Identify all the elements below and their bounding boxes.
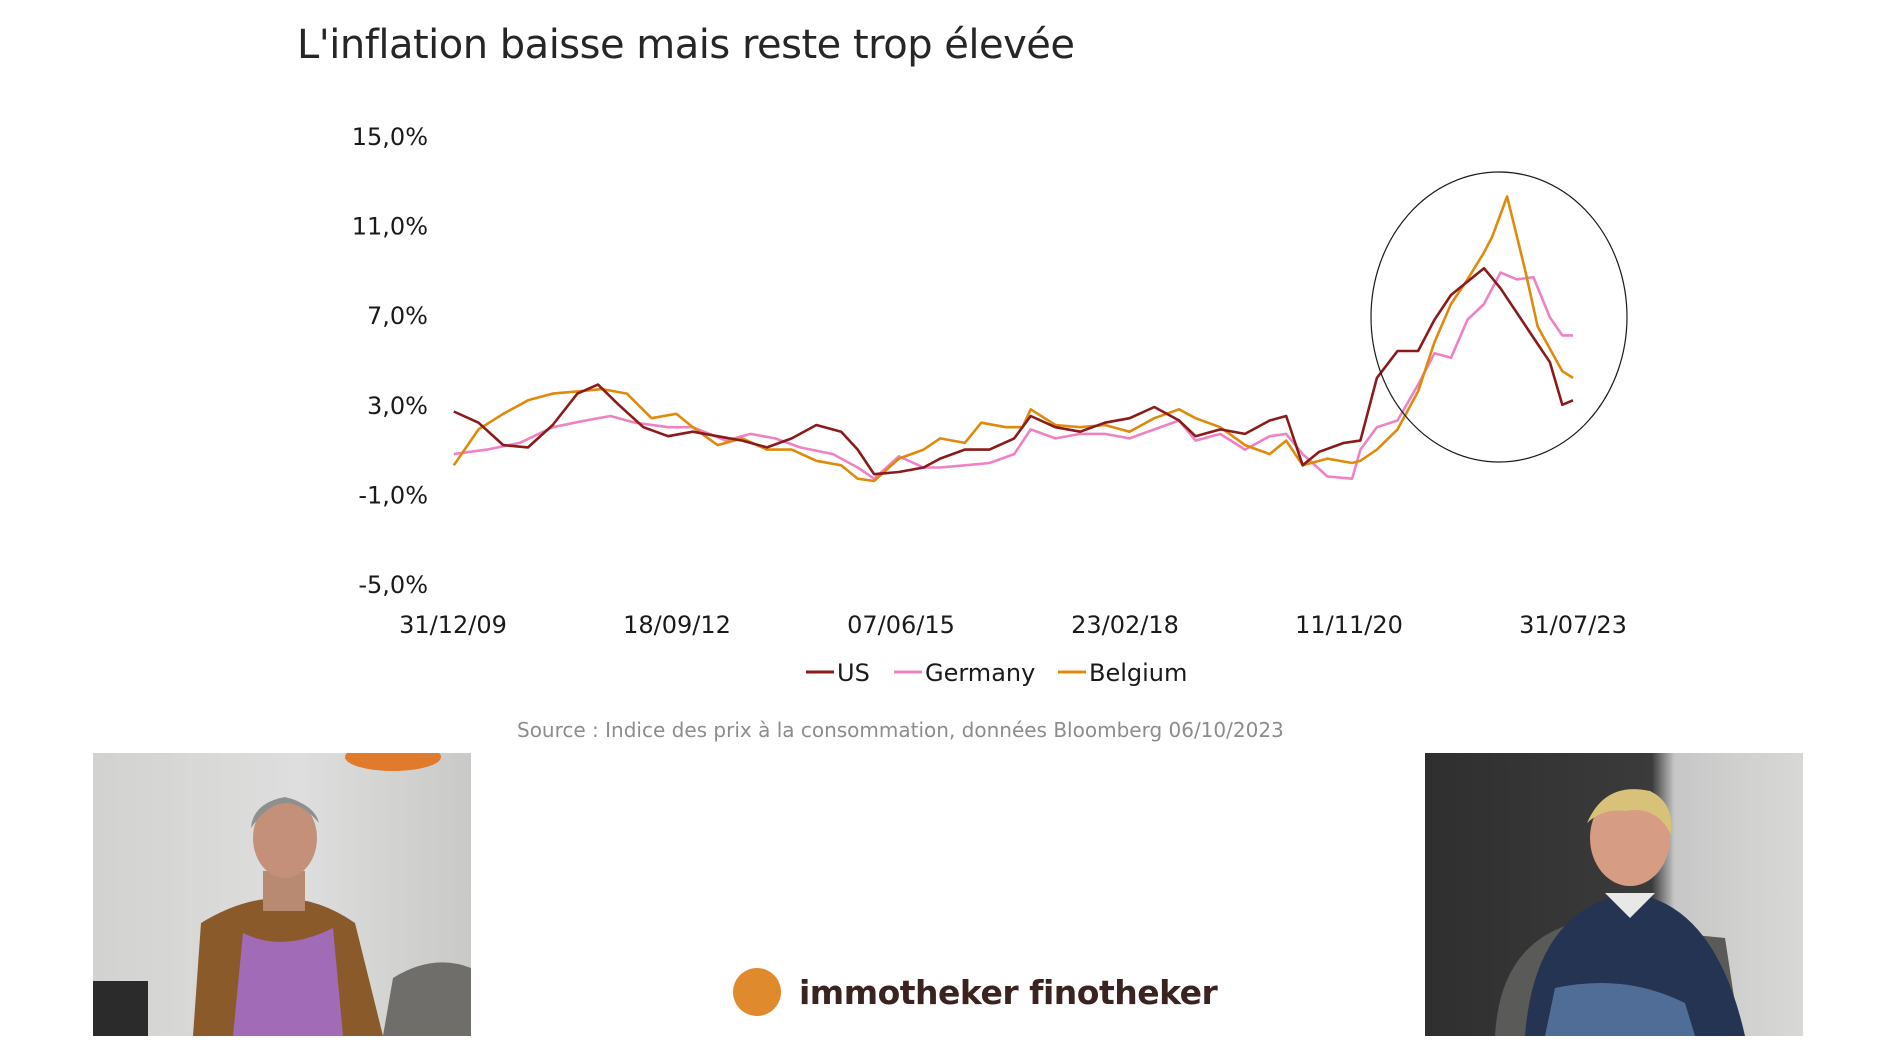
y-tick-label: -1,0%	[358, 481, 428, 509]
y-tick-label: 3,0%	[367, 392, 428, 420]
series-line-us	[453, 266, 1574, 476]
x-axis: 31/12/09 18/09/12 07/06/15 23/02/18 11/11/20…	[399, 611, 1627, 639]
y-tick-label: 15,0%	[352, 123, 428, 151]
y-tick-label: 7,0%	[367, 302, 428, 330]
brand-name: immotheker finotheker	[799, 972, 1218, 1012]
video-feed-right	[1425, 753, 1803, 1036]
y-tick-label: 11,0%	[352, 213, 428, 241]
line-chart: 15,0% 11,0% 7,0% 3,0% -1,0% -5,0% 31/12/09 18/…	[352, 123, 1628, 687]
source-note: Source : Indice des prix à la consommati…	[517, 718, 1284, 742]
legend-entry-germany: Germany	[894, 659, 1035, 687]
x-tick-label: 23/02/18	[1071, 611, 1179, 639]
legend-label: US	[837, 659, 870, 687]
highlight-circle	[1370, 171, 1628, 463]
brand-logo: immotheker finotheker	[733, 966, 1218, 1018]
legend-entry-belgium: Belgium	[1058, 659, 1187, 687]
x-tick-label: 31/07/23	[1519, 611, 1627, 639]
chart-title: L'inflation baisse mais reste trop élevé…	[297, 22, 1075, 68]
chart-legend: US Germany Belgium	[806, 659, 1187, 687]
x-tick-label: 07/06/15	[847, 611, 955, 639]
legend-label: Germany	[925, 659, 1035, 687]
y-axis: 15,0% 11,0% 7,0% 3,0% -1,0% -5,0%	[352, 123, 428, 599]
legend-entry-us: US	[806, 659, 870, 687]
legend-label: Belgium	[1089, 659, 1187, 687]
video-feed-left	[93, 753, 471, 1036]
y-tick-label: -5,0%	[358, 571, 428, 599]
x-tick-label: 11/11/20	[1295, 611, 1403, 639]
series-lines	[452, 195, 1574, 483]
brand-dot-icon	[733, 968, 781, 1016]
series-line-germany	[453, 271, 1573, 481]
x-tick-label: 31/12/09	[399, 611, 507, 639]
x-tick-label: 18/09/12	[623, 611, 731, 639]
